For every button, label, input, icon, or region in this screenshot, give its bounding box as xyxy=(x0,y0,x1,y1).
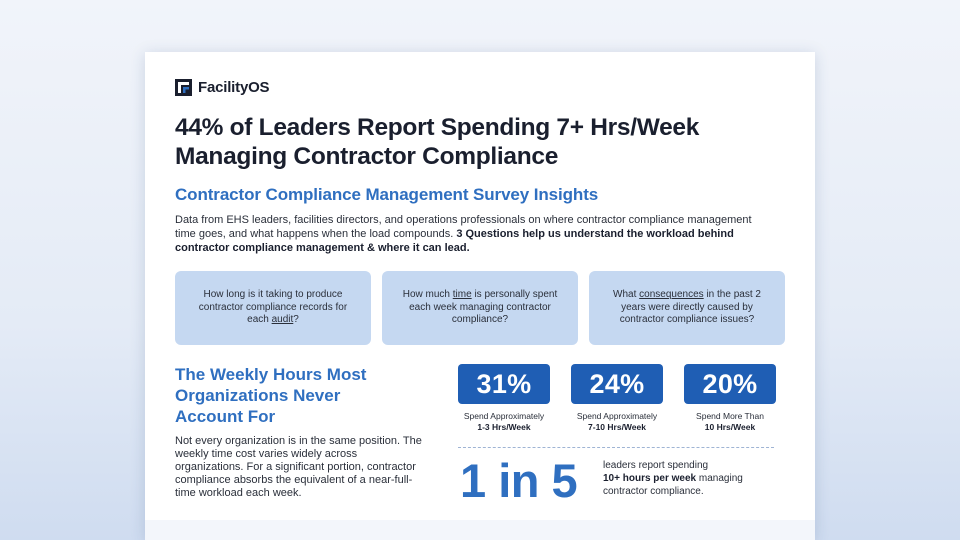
stat-label-text: Spend More Than xyxy=(696,411,764,421)
stat-group: 31% Spend Approximately 1-3 Hrs/Week 24%… xyxy=(458,364,776,432)
stat-10-plus-hrs: 20% Spend More Than 10 Hrs/Week xyxy=(684,364,776,432)
page-subtitle: Contractor Compliance Management Survey … xyxy=(175,185,599,204)
stat-7-10-hrs: 24% Spend Approximately 7-10 Hrs/Week xyxy=(571,364,663,432)
stat-range: 7-10 Hrs/Week xyxy=(588,421,646,432)
brand-name: FacilityOS xyxy=(198,79,270,96)
highlight-text-bold: 10+ hours per week xyxy=(603,473,697,484)
brand-logo: FacilityOS xyxy=(175,79,270,96)
dashed-divider xyxy=(458,447,774,448)
page-title: 44% of Leaders Report Spending 7+ Hrs/We… xyxy=(175,113,795,171)
question-cards: How long is it taking to produce contrac… xyxy=(175,271,785,345)
intro-paragraph: Data from EHS leaders, facilities direct… xyxy=(175,213,765,255)
highlight-text-start: leaders report spending xyxy=(603,460,709,471)
question-card-consequences: What consequences in the past 2 years we… xyxy=(589,271,785,345)
section-body: Not every organization is in the same po… xyxy=(175,435,422,499)
section-heading: The Weekly Hours Most Organizations Neve… xyxy=(175,365,367,426)
stat-label: Spend More Than 10 Hrs/Week xyxy=(684,411,776,432)
question-keyword: consequences xyxy=(639,289,704,301)
intro-bold-text: 3 Questions help us understand the workl… xyxy=(175,228,734,254)
question-card-audit: How long is it taking to produce contrac… xyxy=(175,271,371,345)
highlight-text-end: managing contractor compliance. xyxy=(603,473,743,497)
stat-1-3-hrs: 31% Spend Approximately 1-3 Hrs/Week xyxy=(458,364,550,432)
page-footer-band xyxy=(145,520,815,540)
highlight-text: leaders report spending 10+ hours per we… xyxy=(603,459,783,498)
question-text-end: ? xyxy=(293,314,299,326)
stat-range: 1-3 Hrs/Week xyxy=(477,421,531,432)
page-title-line-2: Managing Contractor Compliance xyxy=(175,143,559,170)
question-keyword: time xyxy=(452,289,472,301)
question-text-end: is personally spent each week managing c… xyxy=(409,289,558,326)
stat-range: 10 Hrs/Week xyxy=(704,421,756,432)
stat-value: 24% xyxy=(571,364,663,404)
stat-value: 20% xyxy=(684,364,776,404)
question-text: How long is it taking to produce contrac… xyxy=(198,289,348,326)
question-text: How much xyxy=(402,289,450,301)
stat-label-text: Spend Approximately xyxy=(576,411,658,421)
question-text: What xyxy=(613,289,637,301)
question-keyword: audit xyxy=(271,314,294,326)
question-text-end: in the past 2 years were directly caused… xyxy=(619,289,761,326)
intro-text: Data from EHS leaders, facilities direct… xyxy=(175,214,752,240)
facilityos-logo-icon xyxy=(175,79,192,96)
highlight-ratio: 1 in 5 xyxy=(460,454,578,507)
page-title-line-1: 44% of Leaders Report Spending 7+ Hrs/We… xyxy=(175,114,700,141)
question-card-time: How much time is personally spent each w… xyxy=(382,271,578,345)
stat-label-text: Spend Approximately xyxy=(463,411,545,421)
document-page: FacilityOS 44% of Leaders Report Spendin… xyxy=(145,52,815,540)
stat-label: Spend Approximately 1-3 Hrs/Week xyxy=(458,411,550,432)
stat-value: 31% xyxy=(458,364,550,404)
stat-label: Spend Approximately 7-10 Hrs/Week xyxy=(571,411,663,432)
